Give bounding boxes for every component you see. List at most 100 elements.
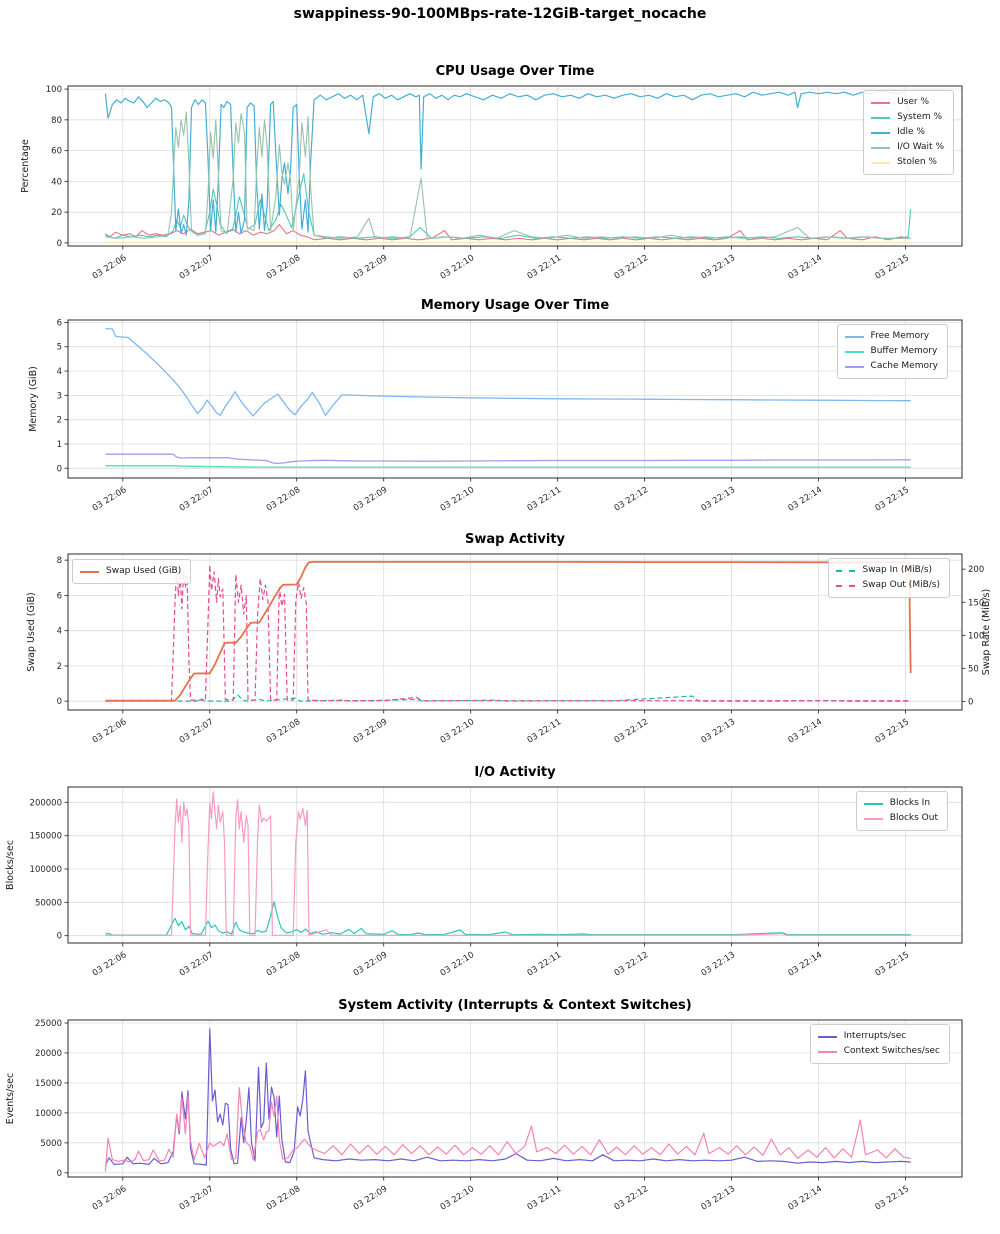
x-tick-label: 03 22:14 [787,253,825,282]
y-tick-label: 5000 [40,1139,62,1149]
x-tick-label: 03 22:11 [526,1184,564,1213]
y-tick-label: 2 [57,662,62,672]
legend-label: Swap Used (GiB) [106,566,182,576]
y-tick-label-right: 150 [968,598,984,608]
legend-swatch-swap-out-mib-s [836,584,856,587]
x-tick-label: 03 22:12 [613,1184,651,1213]
legend-item: Interrupts/sec [817,1029,940,1044]
x-tick-label: 03 22:13 [700,485,738,514]
x-tick-label: 03 22:13 [700,717,738,746]
x-tick-label: 03 22:09 [352,1184,390,1213]
legend-label: Stolen % [897,157,937,167]
legend: Interrupts/sec Context Switches/sec [809,1024,950,1064]
plot-border [67,553,963,711]
x-tick-label: 03 22:11 [526,485,564,514]
series-blocks-out [105,791,911,936]
legend-label: User % [897,97,930,107]
x-tick-label: 03 22:10 [439,717,477,746]
legend-item: Swap Out (MiB/s) [836,578,940,593]
legend-item: I/O Wait % [871,140,944,155]
y-tick-label: 10000 [35,1109,62,1119]
x-tick-label: 03 22:08 [265,1184,303,1213]
legend-item: Swap In (MiB/s) [836,563,940,578]
legend-item: User % [871,95,944,110]
legend-item: Idle % [871,125,944,140]
y-tick-label: 3 [57,391,62,401]
x-tick-label: 03 22:14 [787,1184,825,1213]
y-tick-label: 50000 [35,898,62,908]
series-idle [104,89,912,236]
y-tick-label-right: 0 [968,697,973,707]
legend: Swap Used (GiB) [72,559,192,584]
x-tick-label: 03 22:12 [613,717,651,746]
legend-item: Cache Memory [844,359,938,374]
y-tick-label: 0 [57,239,62,249]
legend-swatch-swap-in-mib-s [836,569,856,572]
x-tick-label: 03 22:07 [178,1184,216,1213]
legend-swatch-blocks-in [863,802,883,805]
legend-label: I/O Wait % [897,142,944,152]
chart-title: Memory Usage Over Time [420,298,610,313]
y-tick-label-right: 50 [968,664,979,674]
chart-title: Swap Activity [464,532,566,547]
x-tick-label: 03 22:15 [874,717,912,746]
legend-item: Buffer Memory [844,344,938,359]
x-tick-label: 03 22:11 [526,253,564,282]
x-tick-label: 03 22:15 [874,485,912,514]
x-tick-label: 03 22:12 [613,950,651,979]
plot-border [67,1019,963,1178]
series-cache-memory [105,453,911,465]
x-tick-label: 03 22:08 [265,950,303,979]
y-tick-label: 0 [57,932,62,942]
legend-swatch-swap-used-gib [80,570,99,573]
y-axis-label: Swap Used (GiB) [26,592,37,671]
y-tick-label: 15000 [35,1079,62,1089]
legend: Swap In (MiB/s) Swap Out (MiB/s) [828,558,950,598]
x-tick-label: 03 22:10 [439,485,477,514]
x-tick-label: 03 22:07 [178,950,216,979]
x-tick-label: 03 22:07 [178,485,216,514]
x-tick-label: 03 22:13 [700,253,738,282]
legend-label: Buffer Memory [870,346,938,356]
x-tick-label: 03 22:09 [352,717,390,746]
legend-swatch-blocks-out [863,817,883,820]
chart-title: System Activity (Interrupts & Context Sw… [338,998,692,1013]
y-tick-label: 100000 [30,865,62,875]
legend-swatch-system [871,116,891,119]
legend-swatch-idle [871,131,891,134]
x-tick-label: 03 22:06 [91,1184,129,1213]
y-tick-label: 60 [51,147,62,157]
series-swap-used-gib [105,561,912,702]
plot-area: 03 22:06 03 22:07 03 22:08 03 22:09 03 22:10… [20,85,963,282]
legend-swatch-user [871,101,891,104]
y-axis-label-right: Swap Rate (MiB/s) [981,589,992,675]
y-tick-label: 4 [57,627,62,637]
legend-swatch-stolen [871,161,891,164]
y-tick-label: 0 [57,697,62,707]
legend-swatch-cache-memory [844,365,864,368]
legend-item: Swap Used (GiB) [80,564,181,579]
x-tick-label: 03 22:13 [700,1184,738,1213]
y-tick-label-right: 200 [968,565,984,575]
y-axis-label: Memory (GiB) [28,366,39,432]
y-tick-label: 6 [57,591,62,601]
y-tick-label: 0 [57,1169,62,1179]
x-tick-label: 03 22:14 [787,485,825,514]
x-tick-label: 03 22:07 [178,253,216,282]
x-tick-label: 03 22:06 [91,253,129,282]
series-interrupts-sec [104,1028,911,1166]
y-axis-label: Events/sec [5,1073,16,1124]
x-tick-label: 03 22:09 [352,253,390,282]
x-tick-label: 03 22:09 [352,950,390,979]
legend-item: Blocks Out [863,811,938,826]
y-tick-label: 80 [51,116,62,126]
legend-label: Cache Memory [870,361,938,371]
x-tick-label: 03 22:12 [613,253,651,282]
legend-item: System % [871,110,944,125]
legend-item: Free Memory [844,329,938,344]
legend-label: Swap In (MiB/s) [862,565,933,575]
y-tick-label-right: 100 [968,631,984,641]
legend-swatch-i-o-wait [871,146,891,149]
x-tick-label: 03 22:08 [265,485,303,514]
